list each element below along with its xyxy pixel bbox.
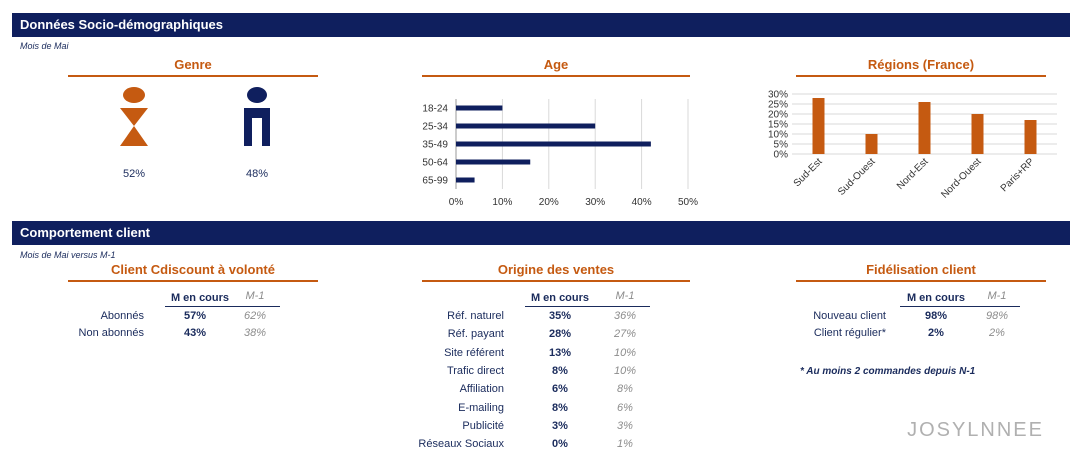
- table-row-current: 0%: [552, 438, 568, 451]
- region-y-tick-label: 10%: [768, 130, 788, 141]
- age-x-tick-label: 10%: [492, 197, 512, 208]
- section-header-comportement: Comportement client: [12, 221, 1070, 245]
- table-row-current: 43%: [183, 327, 207, 339]
- origine-title: Origine des ventes: [422, 262, 690, 282]
- table-row-label: Réf. naturel: [447, 310, 504, 322]
- table-row-previous: 10%: [613, 364, 637, 377]
- table-row-label: Réseaux Sociaux: [418, 438, 504, 451]
- regions-chart-title: Régions (France): [796, 57, 1046, 77]
- watermark: JOSYLNNEE: [907, 419, 1044, 441]
- region-bar: [865, 134, 878, 154]
- region-category-label: Nord-Est: [895, 156, 931, 192]
- table-row-label: Site référent: [444, 346, 504, 359]
- age-category-label: 50-64: [422, 158, 448, 169]
- table-row-previous: 36%: [613, 310, 637, 322]
- table-row-previous: 10%: [613, 346, 637, 359]
- female-icon: [120, 87, 148, 146]
- region-category-label: Nord-Ouest: [939, 156, 983, 200]
- table-row-label: Publicité: [462, 419, 504, 432]
- region-y-tick-label: 15%: [768, 120, 788, 131]
- age-bar-chart: 0% 10% 20% 30% 40% 50% 18-24 25-34 35-49 50-64 65-…: [422, 99, 698, 208]
- age-category-label: 25-34: [422, 122, 448, 133]
- table-row-label: E-mailing: [458, 401, 504, 414]
- table-row-current: 3%: [552, 419, 568, 432]
- table-row-label: Abonnés: [100, 310, 144, 322]
- region-y-tick-label: 25%: [768, 100, 788, 111]
- region-bar: [918, 102, 931, 154]
- age-category-label: 35-49: [422, 140, 448, 151]
- region-category-label: Sud-Est: [792, 156, 825, 189]
- table-row-previous: 98%: [985, 310, 1009, 322]
- table-row-current: 13%: [548, 346, 572, 359]
- origine-head-previous: M-1: [615, 290, 635, 302]
- region-bar: [1024, 120, 1037, 154]
- table-row-previous: 8%: [617, 383, 633, 396]
- cdiscount-head-previous: M-1: [245, 290, 265, 302]
- fidelisation-head-previous: M-1: [987, 290, 1007, 302]
- age-x-tick-label: 0%: [449, 197, 464, 208]
- table-row-previous: 1%: [617, 438, 633, 451]
- age-bar: [456, 105, 503, 111]
- table-row-label: Réf. payant: [447, 328, 504, 341]
- table-row-label: Client régulier*: [813, 327, 886, 339]
- region-category-label: Paris+RP: [999, 156, 1037, 194]
- table-row-previous: 6%: [617, 401, 633, 414]
- male-icon: [244, 87, 270, 146]
- fidelisation-head-current: M en cours: [906, 292, 966, 304]
- table-row-current: 8%: [552, 364, 568, 377]
- age-x-tick-label: 50%: [678, 197, 698, 208]
- age-x-tick-label: 20%: [539, 197, 559, 208]
- cdiscount-title: Client Cdiscount à volonté: [68, 262, 318, 282]
- regions-bar-chart: 0%5%10%15%20%25%30% Sud-Est Sud-Ouest Nord-…: [768, 90, 1057, 201]
- fidelisation-footnote: * Au moins 2 commandes depuis N-1: [800, 366, 976, 377]
- table-row-previous: 2%: [989, 327, 1005, 339]
- genre-title: Genre: [68, 57, 318, 77]
- age-bar: [456, 141, 651, 147]
- table-row-label: Trafic direct: [446, 364, 504, 377]
- table-row-current: 8%: [552, 401, 568, 414]
- table-row-current: 35%: [548, 310, 572, 322]
- age-bar: [456, 159, 531, 165]
- table-row-previous: 27%: [613, 328, 637, 341]
- region-bar: [971, 114, 984, 154]
- region-y-tick-label: 20%: [768, 110, 788, 121]
- fidelisation-header-rule: [900, 306, 1020, 307]
- age-x-tick-label: 30%: [585, 197, 605, 208]
- table-row-current: 57%: [183, 310, 207, 322]
- region-y-tick-label: 0%: [774, 150, 789, 161]
- fidelisation-title: Fidélisation client: [796, 262, 1046, 282]
- age-x-tick-label: 40%: [632, 197, 652, 208]
- cdiscount-head-current: M en cours: [170, 292, 230, 304]
- table-row-label: Nouveau client: [813, 310, 886, 322]
- age-chart-title: Age: [422, 57, 690, 77]
- origine-head-current: M en cours: [530, 292, 590, 304]
- table-row-previous: 38%: [243, 327, 267, 339]
- age-bar: [456, 123, 596, 129]
- table-row-previous: 62%: [243, 310, 267, 322]
- table-row-current: 2%: [928, 327, 944, 339]
- region-bar: [812, 98, 825, 154]
- age-category-label: 65-99: [422, 176, 448, 187]
- region-y-tick-label: 5%: [774, 140, 789, 151]
- cdiscount-header-rule: [165, 306, 280, 307]
- region-y-tick-label: 30%: [768, 90, 788, 101]
- table-row-current: 98%: [924, 310, 948, 322]
- table-row-previous: 3%: [617, 419, 633, 432]
- section-subtitle-socio: Mois de Mai: [20, 41, 69, 51]
- origine-header-rule: [525, 306, 650, 307]
- table-row-label: Non abonnés: [78, 327, 144, 339]
- section-subtitle-comportement: Mois de Mai versus M-1: [20, 250, 116, 260]
- table-row-current: 6%: [552, 383, 568, 396]
- age-category-label: 18-24: [422, 104, 448, 115]
- female-percentage: 52%: [122, 168, 146, 180]
- section-header-socio: Données Socio-démographiques: [12, 13, 1070, 37]
- table-row-label: Affiliation: [459, 383, 504, 396]
- region-category-label: Sud-Ouest: [836, 156, 878, 198]
- age-bar: [456, 177, 475, 183]
- male-percentage: 48%: [245, 168, 269, 180]
- table-row-current: 28%: [548, 328, 572, 341]
